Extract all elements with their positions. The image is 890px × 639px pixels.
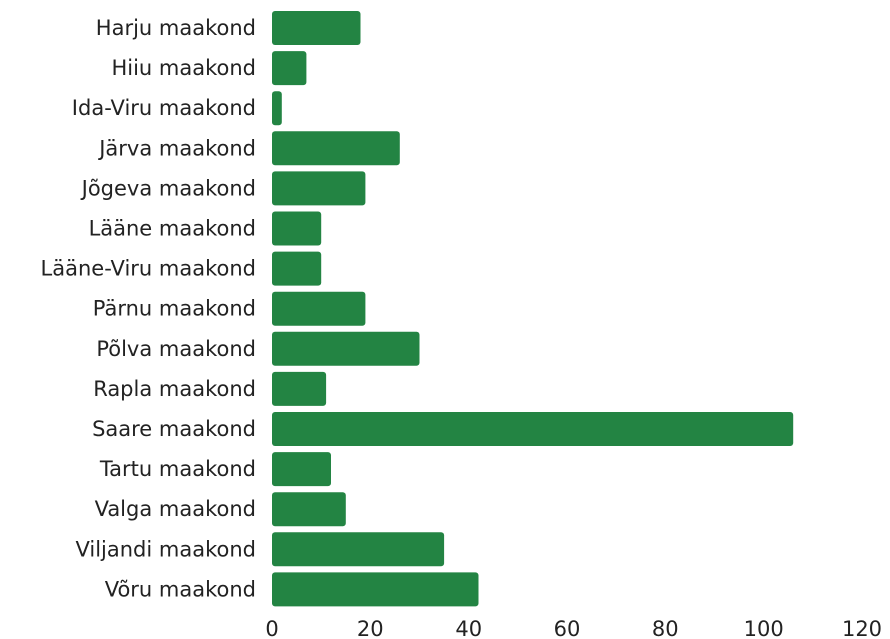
x-tick-label: 60 <box>554 617 581 639</box>
x-tick-label: 20 <box>357 617 384 639</box>
category-labels: Harju maakond Hiiu maakond Ida-Viru maakon… <box>41 16 256 601</box>
bar <box>272 11 361 45</box>
category-label: Jõgeva maakond <box>80 176 256 200</box>
category-label: Lääne maakond <box>89 217 256 241</box>
category-label: Viljandi maakond <box>75 537 256 561</box>
bar <box>272 91 282 126</box>
category-label: Harju maakond <box>96 16 256 40</box>
category-label: Ida-Viru maakond <box>72 96 256 120</box>
bar <box>272 51 307 86</box>
bar <box>272 492 346 527</box>
bars-group <box>272 11 794 607</box>
category-label: Tartu maakond <box>99 457 256 481</box>
bar <box>272 371 327 406</box>
x-tick-label: 80 <box>652 617 679 639</box>
bar <box>272 211 322 246</box>
bar <box>272 452 331 487</box>
x-tick-label: 40 <box>455 617 482 639</box>
category-label: Põlva maakond <box>96 337 256 361</box>
bar <box>272 131 400 166</box>
bar <box>272 251 322 286</box>
bar <box>272 412 794 446</box>
x-tick-label: 0 <box>265 617 278 639</box>
category-label: Võru maakond <box>105 577 256 601</box>
category-label: Järva maakond <box>97 136 256 160</box>
bar <box>272 572 479 607</box>
bar <box>272 331 420 366</box>
category-label: Valga maakond <box>95 497 256 521</box>
bar <box>272 532 445 567</box>
x-tick-label: 100 <box>744 617 784 639</box>
category-label: Rapla maakond <box>93 377 256 401</box>
category-label: Saare maakond <box>92 417 256 441</box>
bar <box>272 291 366 326</box>
category-label: Pärnu maakond <box>93 297 256 321</box>
bar <box>272 171 366 206</box>
category-label: Hiiu maakond <box>111 56 256 80</box>
x-axis-tick-labels: 0 20 40 60 80 100 120 <box>265 617 882 639</box>
category-label: Lääne-Viru maakond <box>41 257 256 281</box>
x-tick-label: 120 <box>842 617 882 639</box>
